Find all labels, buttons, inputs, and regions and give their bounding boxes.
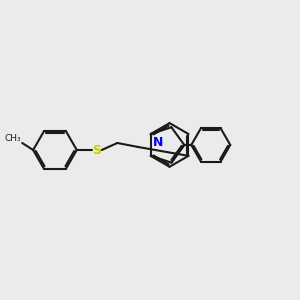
Text: S: S: [93, 143, 102, 157]
Text: CH₃: CH₃: [4, 134, 21, 142]
Text: N: N: [153, 136, 163, 149]
